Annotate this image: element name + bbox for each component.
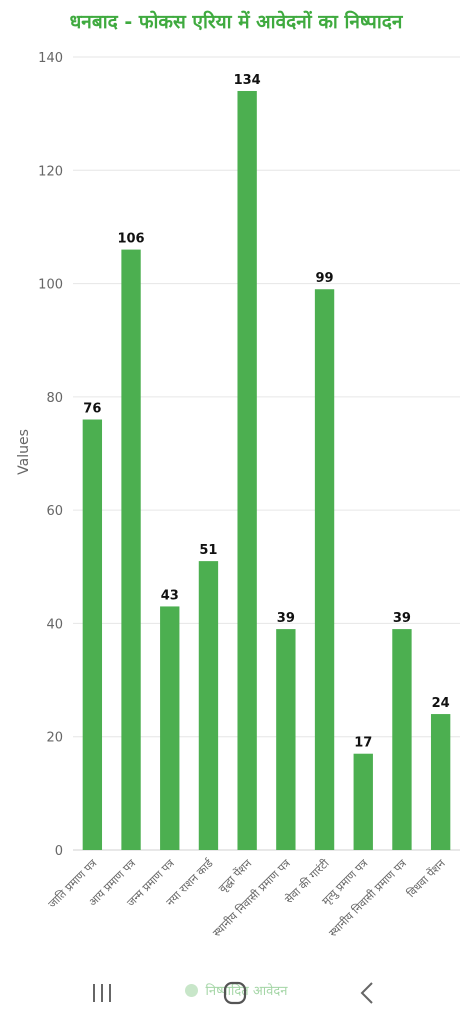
- bars: [82, 90, 451, 851]
- bar-value-label: 51: [199, 543, 217, 558]
- bar-value-label: 39: [277, 611, 295, 626]
- y-axis-label: Values: [16, 429, 32, 475]
- bar[interactable]: [314, 289, 335, 850]
- home-icon[interactable]: [219, 979, 251, 1007]
- bar[interactable]: [237, 90, 257, 850]
- bar-value-label: 24: [432, 696, 450, 711]
- y-tick-label: 140: [38, 51, 63, 66]
- bar[interactable]: [198, 561, 219, 850]
- bar-chart: 0 20 40 60 80 100 120 140 Values 76 106 43 51 134 39…: [16, 51, 460, 940]
- y-tick-label: 0: [55, 844, 63, 859]
- y-tick-label: 120: [38, 164, 63, 179]
- bar-value-label: 106: [117, 232, 144, 247]
- y-tick-labels: 0 20 40 60 80 100 120 140: [38, 51, 63, 859]
- x-tick-label: वृद्धा पेंशन: [216, 856, 255, 895]
- recent-apps-icon[interactable]: [86, 979, 118, 1007]
- bar[interactable]: [430, 714, 451, 850]
- bar[interactable]: [121, 249, 141, 851]
- value-labels: 76 106 43 51 134 39 99 17 39 24: [83, 73, 449, 751]
- x-tick-label: स्थानीय निवासी प्रमाण पत्र: [210, 856, 293, 939]
- bar[interactable]: [160, 606, 180, 850]
- gridlines: [73, 56, 460, 851]
- bar-value-label: 134: [234, 73, 261, 88]
- bar-value-label: 17: [354, 736, 372, 751]
- bar[interactable]: [353, 753, 373, 850]
- bar[interactable]: [276, 629, 296, 850]
- y-tick-label: 20: [46, 731, 63, 746]
- y-tick-label: 60: [46, 504, 63, 519]
- x-tick-label: विधवा पेंशन: [405, 856, 449, 900]
- bar-value-label: 39: [393, 611, 411, 626]
- x-tick-labels: जाति प्रमाण पत्रआय प्रमाण पत्रजन्म प्रमा…: [46, 856, 449, 939]
- bar[interactable]: [392, 629, 412, 850]
- chart-title: धनबाद - फोकस एरिया में आवेदनों का निष्पा…: [69, 11, 403, 33]
- legend-swatch: [184, 984, 198, 997]
- y-tick-label: 80: [46, 391, 63, 406]
- y-tick-label: 100: [38, 278, 63, 293]
- system-navigation-bar: [0, 973, 472, 1013]
- bar[interactable]: [82, 419, 103, 850]
- back-icon[interactable]: [352, 979, 384, 1007]
- bar-value-label: 99: [316, 271, 334, 286]
- y-tick-label: 40: [46, 617, 63, 632]
- x-tick-label: स्थानीय निवासी प्रमाण पत्र: [326, 856, 409, 939]
- bar-value-label: 76: [83, 402, 101, 417]
- bar-value-label: 43: [161, 588, 179, 603]
